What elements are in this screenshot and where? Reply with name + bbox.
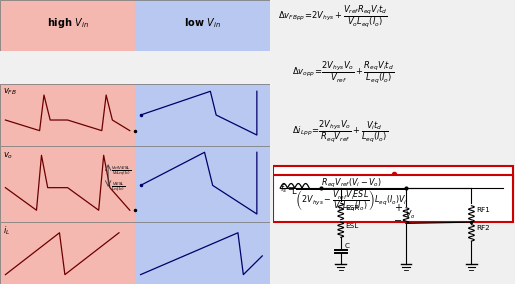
Bar: [135, 222, 270, 284]
Text: $\frac{V_iESL}{L_{eq}(I_o)}$: $\frac{V_iESL}{L_{eq}(I_o)}$: [111, 181, 125, 195]
Text: $\Delta i_{Lpp}\!=\!\dfrac{2V_{hys}V_o}{R_{eq}V_{ref}}+\dfrac{V_i t_d}{L_{eq}(I_: $\Delta i_{Lpp}\!=\!\dfrac{2V_{hys}V_o}{…: [293, 118, 388, 144]
Text: $v_o$: $v_o$: [3, 150, 13, 160]
Bar: [135, 84, 270, 146]
Bar: [135, 0, 270, 51]
Text: ESL: ESL: [345, 223, 358, 229]
Bar: [135, 146, 270, 222]
Text: $V_o$: $V_o$: [405, 208, 415, 221]
Text: $\Delta v_{FBpp}\!=\!2V_{hys}+\dfrac{V_{ref}R_{eq}V_i t_d}{V_o L_{eq}(I_o)}$: $\Delta v_{FBpp}\!=\!2V_{hys}+\dfrac{V_{…: [278, 4, 387, 29]
Text: C: C: [345, 243, 350, 249]
Bar: [0, 0, 135, 51]
Text: +: +: [393, 203, 402, 213]
Text: L: L: [291, 187, 296, 196]
Text: low $V_{in}$: low $V_{in}$: [184, 16, 221, 30]
Bar: [0, 222, 135, 284]
Bar: [0, 84, 135, 146]
Text: high $V_{in}$: high $V_{in}$: [46, 16, 89, 30]
Bar: [273, 166, 512, 185]
Text: $v_{FB}$: $v_{FB}$: [3, 87, 16, 97]
Text: RF1: RF1: [476, 207, 490, 213]
Text: ESR: ESR: [345, 204, 359, 210]
Text: RF2: RF2: [476, 225, 490, 231]
Bar: [273, 176, 512, 222]
Bar: [0, 146, 135, 222]
Text: $-$: $-$: [393, 214, 402, 224]
Text: $\frac{V_{ref}V_iESL}{V_oL_{eq}(I_o)}$: $\frac{V_{ref}V_iESL}{V_oL_{eq}(I_o)}$: [111, 164, 131, 179]
Text: $\Delta v_{opp}\!=\!\dfrac{2V_{hys}V_o}{V_{ref}}+\dfrac{R_{eq}V_i t_d}{L_{eq}(I_: $\Delta v_{opp}\!=\!\dfrac{2V_{hys}V_o}{…: [293, 59, 394, 85]
Text: $f_s = \dfrac{R_{eq}V_{ref}(V_i-V_o)}{\left(2V_{hys}-\dfrac{V_{ref}V_iESL}{V_oL_: $f_s = \dfrac{R_{eq}V_{ref}(V_i-V_o)}{\l…: [280, 176, 408, 213]
Text: $i_L$: $i_L$: [3, 225, 10, 237]
